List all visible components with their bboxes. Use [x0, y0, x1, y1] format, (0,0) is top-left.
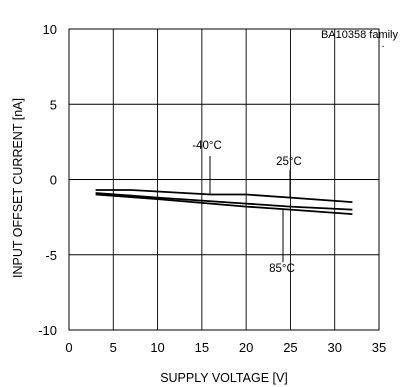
chart-title: BA10358 family — [321, 29, 399, 41]
x-tick-label: 15 — [195, 340, 209, 355]
x-tick-label: 0 — [65, 340, 72, 355]
x-tick-label: 25 — [283, 340, 297, 355]
y-axis-label: INPUT OFFSET CURRENT [nA] — [11, 98, 25, 278]
series-label: 25°C — [276, 156, 302, 168]
tick-labels: 0 5 10 15 20 25 30 35 10 5 0 -5 -10 — [38, 22, 386, 355]
series-annotations: -40°C 25°C 85°C — [192, 140, 302, 275]
y-tick-label: 10 — [43, 22, 57, 37]
y-tick-label: 0 — [50, 173, 57, 188]
series-label: -40°C — [192, 140, 222, 152]
x-axis-label: SUPPLY VOLTAGE [V] — [160, 371, 288, 385]
x-tick-label: 10 — [150, 340, 164, 355]
y-tick-label: -5 — [45, 248, 57, 263]
x-tick-label: 20 — [239, 340, 253, 355]
chart-note-dot: . — [381, 38, 384, 50]
series-label: 85°C — [269, 263, 295, 275]
y-tick-label: 5 — [50, 97, 57, 112]
series-lines — [95, 189, 353, 215]
x-tick-label: 30 — [327, 340, 341, 355]
series-line — [95, 189, 353, 203]
x-tick-label: 35 — [372, 340, 386, 355]
series-line — [95, 192, 353, 211]
plot-frame — [68, 28, 380, 331]
grid — [69, 29, 379, 330]
y-tick-label: -10 — [38, 323, 57, 338]
series-line — [95, 193, 353, 215]
x-tick-label: 5 — [110, 340, 117, 355]
